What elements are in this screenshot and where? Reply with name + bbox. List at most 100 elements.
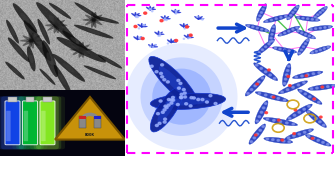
Ellipse shape	[54, 65, 71, 94]
Ellipse shape	[180, 24, 184, 27]
Ellipse shape	[255, 101, 268, 124]
Circle shape	[175, 41, 176, 42]
Circle shape	[172, 96, 175, 99]
Circle shape	[189, 105, 192, 107]
Circle shape	[308, 105, 310, 107]
Circle shape	[265, 94, 267, 96]
Circle shape	[158, 122, 161, 124]
Ellipse shape	[175, 12, 181, 13]
Circle shape	[293, 135, 295, 137]
Circle shape	[304, 131, 306, 133]
Ellipse shape	[171, 41, 177, 43]
Ellipse shape	[263, 15, 289, 23]
Ellipse shape	[170, 39, 172, 43]
Circle shape	[166, 19, 167, 20]
Circle shape	[303, 46, 305, 48]
FancyBboxPatch shape	[40, 101, 55, 145]
Circle shape	[292, 12, 294, 13]
Circle shape	[185, 27, 186, 28]
Circle shape	[265, 103, 267, 104]
Circle shape	[316, 19, 318, 21]
Circle shape	[282, 140, 285, 142]
Ellipse shape	[59, 74, 66, 85]
Ellipse shape	[72, 45, 90, 54]
Circle shape	[161, 111, 164, 113]
Circle shape	[180, 97, 183, 99]
Circle shape	[140, 38, 142, 39]
Circle shape	[319, 49, 321, 51]
Circle shape	[281, 139, 283, 141]
Ellipse shape	[246, 24, 269, 32]
Ellipse shape	[48, 20, 65, 31]
Circle shape	[302, 17, 304, 19]
Circle shape	[308, 35, 311, 37]
Ellipse shape	[148, 44, 153, 48]
FancyBboxPatch shape	[24, 111, 28, 141]
FancyBboxPatch shape	[36, 96, 59, 149]
Circle shape	[310, 29, 312, 30]
Circle shape	[280, 17, 282, 18]
Circle shape	[163, 79, 166, 81]
Ellipse shape	[292, 71, 323, 79]
Ellipse shape	[138, 24, 142, 27]
Circle shape	[299, 90, 302, 92]
Circle shape	[273, 119, 275, 121]
Ellipse shape	[158, 32, 163, 35]
Ellipse shape	[22, 35, 40, 46]
Circle shape	[159, 100, 162, 102]
Ellipse shape	[13, 3, 37, 33]
Ellipse shape	[150, 93, 226, 109]
Circle shape	[292, 29, 294, 30]
Circle shape	[170, 99, 173, 101]
FancyBboxPatch shape	[30, 96, 65, 149]
Ellipse shape	[74, 25, 114, 39]
Circle shape	[262, 8, 264, 10]
Ellipse shape	[150, 9, 156, 10]
Circle shape	[176, 10, 177, 11]
Circle shape	[308, 135, 310, 137]
Circle shape	[201, 98, 204, 101]
Circle shape	[298, 52, 300, 54]
Ellipse shape	[54, 17, 59, 33]
Ellipse shape	[10, 27, 15, 36]
Polygon shape	[55, 97, 125, 139]
Circle shape	[303, 108, 305, 110]
Ellipse shape	[171, 40, 175, 43]
Ellipse shape	[15, 45, 23, 54]
Circle shape	[307, 74, 309, 76]
Bar	[79, 116, 86, 119]
Circle shape	[161, 76, 163, 78]
Circle shape	[190, 36, 191, 37]
Ellipse shape	[175, 9, 176, 14]
Bar	[94, 116, 100, 128]
Circle shape	[290, 15, 292, 16]
Circle shape	[164, 19, 165, 20]
Circle shape	[311, 19, 314, 20]
Circle shape	[294, 109, 297, 111]
Circle shape	[297, 84, 300, 86]
Circle shape	[160, 20, 163, 22]
Circle shape	[256, 27, 258, 29]
Ellipse shape	[93, 16, 119, 24]
Circle shape	[287, 65, 290, 67]
Circle shape	[266, 21, 268, 22]
Circle shape	[186, 26, 189, 28]
Circle shape	[277, 119, 280, 121]
Ellipse shape	[187, 34, 189, 39]
Circle shape	[172, 99, 175, 101]
Circle shape	[294, 9, 296, 10]
Circle shape	[250, 89, 253, 91]
Ellipse shape	[91, 12, 96, 28]
Circle shape	[309, 129, 311, 131]
Circle shape	[260, 111, 263, 113]
Circle shape	[307, 18, 309, 19]
Ellipse shape	[184, 35, 188, 38]
Ellipse shape	[278, 26, 300, 36]
Ellipse shape	[188, 35, 192, 38]
Circle shape	[139, 38, 140, 39]
Circle shape	[209, 94, 212, 97]
Circle shape	[285, 74, 288, 76]
Circle shape	[272, 139, 274, 140]
Circle shape	[270, 19, 272, 21]
Ellipse shape	[154, 32, 159, 35]
